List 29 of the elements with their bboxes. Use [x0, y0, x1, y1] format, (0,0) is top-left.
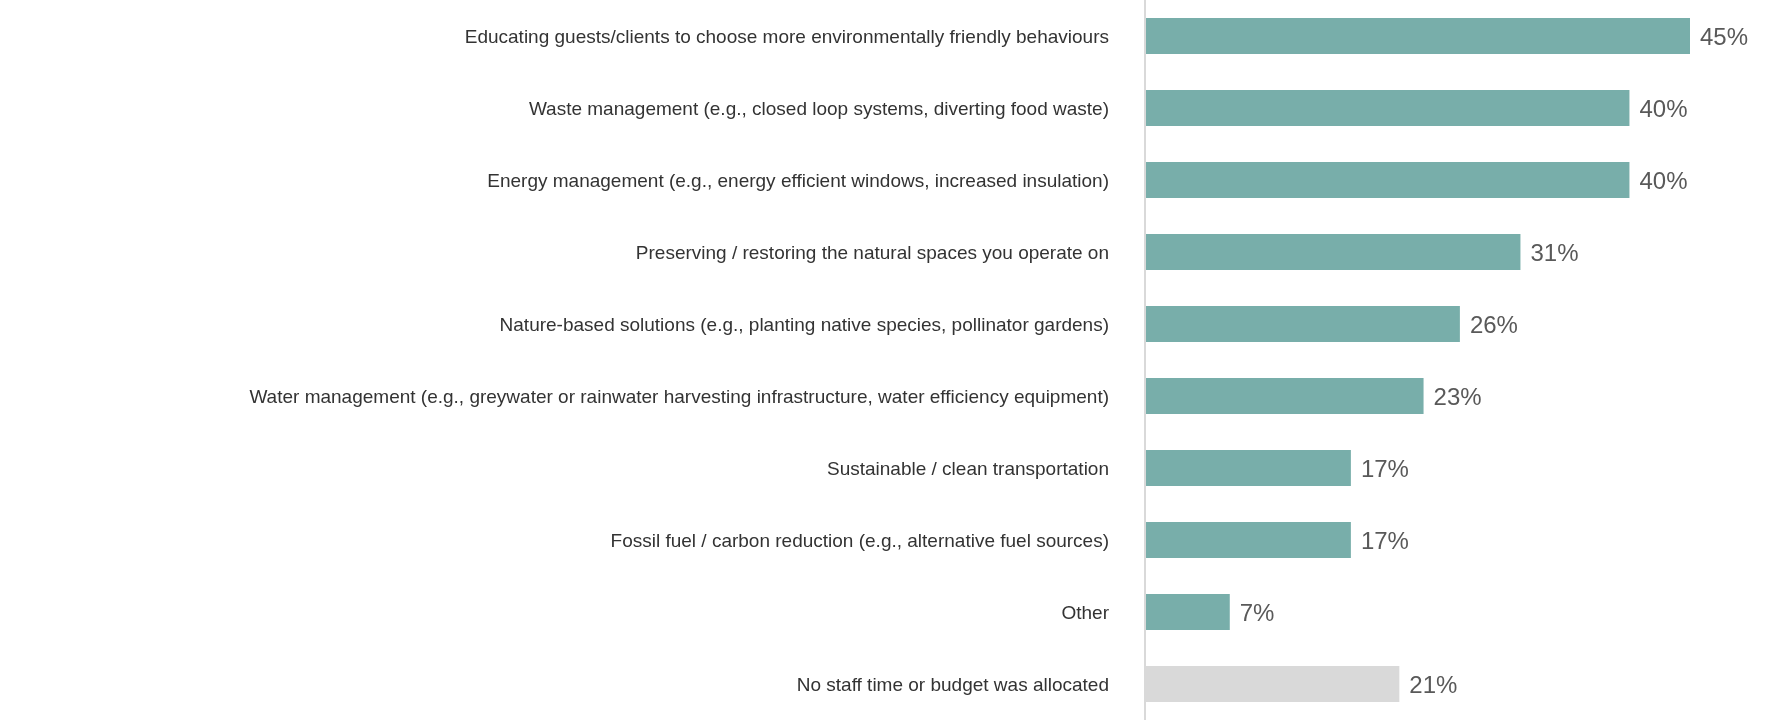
- data-label: 40%: [1639, 166, 1688, 194]
- bar: [1145, 522, 1351, 558]
- y-tick-label: Other: [1061, 601, 1110, 623]
- bar: [1145, 234, 1521, 270]
- y-tick-label: Preserving / restoring the natural spaces you operate on: [635, 241, 1109, 263]
- bar: [1145, 306, 1460, 342]
- bar: [1145, 162, 1630, 198]
- data-label: 23%: [1433, 382, 1482, 410]
- y-tick-label: Waste management (e.g., closed loop systems, diverting food waste): [528, 97, 1109, 119]
- y-tick-label: Educating guests/clients to choose more environmentally friendly behaviours: [464, 25, 1109, 47]
- y-tick-label: Sustainable / clean transportation: [826, 457, 1109, 479]
- data-label: 31%: [1530, 238, 1579, 266]
- bar: [1145, 594, 1230, 630]
- bar: [1145, 378, 1424, 414]
- bar: [1145, 18, 1690, 54]
- data-label: 17%: [1360, 526, 1409, 554]
- y-tick-label: No staff time or budget was allocated: [796, 673, 1109, 695]
- y-tick-label: Nature-based solutions (e.g., planting native species, pollinator gardens): [499, 313, 1109, 335]
- data-label: 7%: [1239, 598, 1275, 626]
- data-label: 45%: [1700, 22, 1749, 50]
- bar: [1145, 450, 1351, 486]
- bar: [1145, 90, 1630, 126]
- data-label: 21%: [1409, 670, 1458, 698]
- data-label: 40%: [1639, 94, 1688, 122]
- data-label: 26%: [1469, 310, 1518, 338]
- y-tick-label: Fossil fuel / carbon reduction (e.g., alternative fuel sources): [610, 529, 1109, 551]
- y-tick-label: Water management (e.g., greywater or rainwater harvesting infrastructure, water efficiency equipment): [249, 385, 1109, 407]
- y-tick-label: Energy management (e.g., energy efficient windows, increased insulation): [487, 169, 1109, 191]
- data-label: 17%: [1360, 454, 1409, 482]
